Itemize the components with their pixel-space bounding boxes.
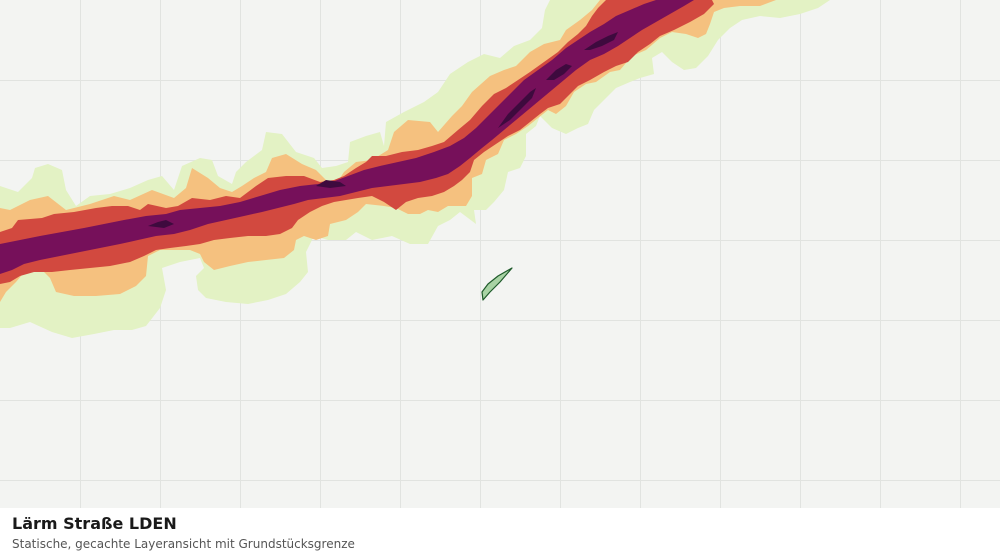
layer-subtitle: Statische, gecachte Layeransicht mit Gru… — [12, 537, 355, 551]
noise-map-canvas — [0, 0, 1000, 508]
parcel-boundary[interactable] — [481, 267, 513, 301]
noise-band-4 — [0, 0, 694, 274]
noise-band-5 — [148, 32, 618, 228]
layer-caption: Lärm Straße LDEN Statische, gecachte Lay… — [0, 508, 1000, 560]
parcel-polygon[interactable] — [481, 267, 513, 301]
layer-title: Lärm Straße LDEN — [12, 514, 177, 533]
map-view[interactable] — [0, 0, 1000, 508]
